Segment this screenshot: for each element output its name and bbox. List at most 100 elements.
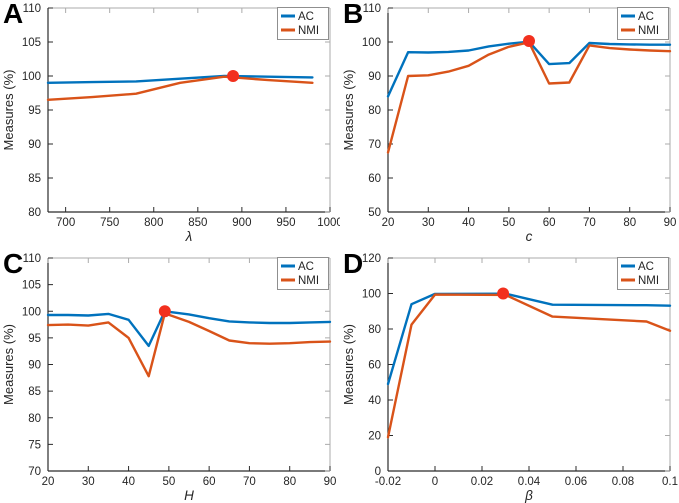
y-tick-label: 100 [362, 37, 381, 49]
plot-d: -0.02 0 0.02 0.04 0.06 0.08 0.1020406080100120… [341, 253, 678, 503]
x-tick-label: 0.04 [518, 476, 541, 488]
y-tick-label: 20 [368, 431, 381, 443]
y-tick-label: 120 [362, 253, 381, 265]
legend-box [617, 7, 669, 40]
x-tick-label: 40 [462, 217, 475, 229]
panel-letter-b: B [343, 0, 364, 29]
y-tick-label: 90 [28, 139, 41, 151]
y-tick-label: 80 [368, 105, 381, 117]
y-tick-label: 110 [23, 3, 41, 15]
x-tick-label: 20 [42, 476, 55, 488]
panel-d: D -0.02 0 0.02 0.04 0.06 0.08 0.1 0 20 40 60 80 100 1… [340, 248, 679, 503]
x-tick-label: 1000 [317, 217, 340, 229]
x-tick-label: 0.02 [471, 476, 493, 488]
y-tick-label: 0 [375, 466, 381, 478]
panel-letter-a: A [3, 0, 24, 29]
y-tick-label: 100 [362, 289, 381, 301]
y-tick-label: 70 [28, 466, 41, 478]
y-tick-label: 100 [22, 306, 41, 318]
x-tick-label: 0.1 [662, 476, 678, 488]
legend-box [617, 257, 669, 290]
x-tick-label: 800 [144, 217, 163, 229]
optimum-marker [497, 287, 510, 300]
y-tick-label: 80 [368, 324, 381, 336]
x-tick-label: 700 [56, 217, 75, 229]
x-tick-label: 750 [100, 217, 119, 229]
plot-a: 700 750 800 850 900 950 1000 80 85 90 95 100 105 110 M… [1, 3, 340, 244]
legend-label-nmi: NMI [638, 25, 659, 37]
x-tick-label: 70 [243, 476, 256, 488]
y-tick-label: 105 [22, 37, 41, 49]
y-tick-label: 50 [368, 207, 381, 219]
x-tick-label: 0.06 [565, 476, 587, 488]
series-line-nmi [386, 293, 672, 439]
y-tick-label: 95 [28, 333, 41, 345]
y-tick-label: 90 [368, 71, 381, 83]
y-tick-label: 85 [28, 173, 41, 185]
legend-label-nmi: NMI [638, 275, 659, 287]
x-tick-label: 80 [283, 476, 296, 488]
y-tick-label: 95 [28, 105, 41, 117]
y-axis-label: Measures (%) [341, 324, 356, 405]
legend: AC NMI [617, 257, 669, 290]
x-tick-label: 50 [162, 476, 175, 488]
x-axis-label: H [184, 488, 194, 503]
y-tick-label: 40 [368, 395, 381, 407]
y-tick-label: 110 [23, 253, 41, 265]
legend-label-ac: AC [638, 11, 654, 23]
x-tick-label: 90 [664, 217, 677, 229]
y-tick-label: 90 [28, 360, 41, 372]
legend-box [277, 7, 329, 40]
x-axis-label: β [524, 488, 533, 503]
y-tick-label: 80 [28, 413, 41, 425]
x-tick-label: 40 [122, 476, 135, 488]
legend: AC NMI [617, 7, 669, 40]
y-tick-label: 60 [368, 360, 381, 372]
legend: AC NMI [277, 7, 329, 40]
y-tick-label: 105 [22, 280, 41, 292]
legend-label-ac: AC [298, 11, 314, 23]
panel-c: C 20 30 40 50 60 70 80 90 70 75 80 85 90 95 100 105 110 M… [0, 248, 340, 503]
x-tick-label: 950 [276, 217, 295, 229]
legend-box [277, 257, 329, 290]
legend: AC NMI [277, 257, 329, 290]
x-tick-label: -0.02 [375, 476, 401, 488]
legend-label-nmi: NMI [298, 275, 319, 287]
legend-label-ac: AC [638, 261, 654, 273]
y-axis-label: Measures (%) [341, 70, 356, 151]
x-tick-label: 900 [232, 217, 251, 229]
series-line-ac [46, 74, 314, 85]
y-tick-label: 110 [363, 3, 381, 15]
x-tick-label: 850 [188, 217, 207, 229]
optimum-marker [158, 305, 171, 318]
y-tick-label: 75 [28, 439, 41, 451]
y-axis-label: Measures (%) [1, 70, 16, 151]
panel-a: A 700 750 800 850 900 950 1000 80 85 90 95 100 105 11… [0, 0, 340, 250]
x-tick-label: 0 [432, 476, 438, 488]
series-line-nmi [386, 41, 672, 154]
legend-label-ac: AC [298, 261, 314, 273]
x-tick-label: 90 [324, 476, 337, 488]
plot-c: 20 30 40 50 60 70 80 90 70 75 80 85 90 95 100 105 110 Mea… [1, 253, 337, 503]
x-tick-label: 30 [422, 217, 435, 229]
optimum-marker [227, 70, 240, 82]
y-tick-label: 100 [22, 71, 41, 83]
x-tick-label: 50 [502, 217, 515, 229]
y-tick-label: 60 [368, 173, 381, 185]
x-tick-label: 80 [623, 217, 636, 229]
x-axis-label: c [526, 229, 533, 244]
x-tick-label: 30 [82, 476, 95, 488]
x-tick-label: 70 [583, 217, 596, 229]
x-tick-label: 60 [203, 476, 216, 488]
legend-label-nmi: NMI [298, 25, 319, 37]
series-line-ac [46, 310, 332, 348]
x-axis-label: λ [185, 229, 193, 244]
optimum-marker [523, 34, 535, 47]
series-line-nmi [46, 75, 314, 102]
series-line-ac [386, 292, 672, 386]
plot-b: 20 30 40 50 60 70 80 90 50 60 70 80 90 100 110 Measures… [341, 3, 677, 244]
x-tick-label: 0.08 [612, 476, 634, 488]
y-tick-label: 85 [28, 386, 41, 398]
panel-b: B 20 30 40 50 60 70 80 90 50 60 70 80 90 100 110 Measur… [340, 0, 679, 250]
